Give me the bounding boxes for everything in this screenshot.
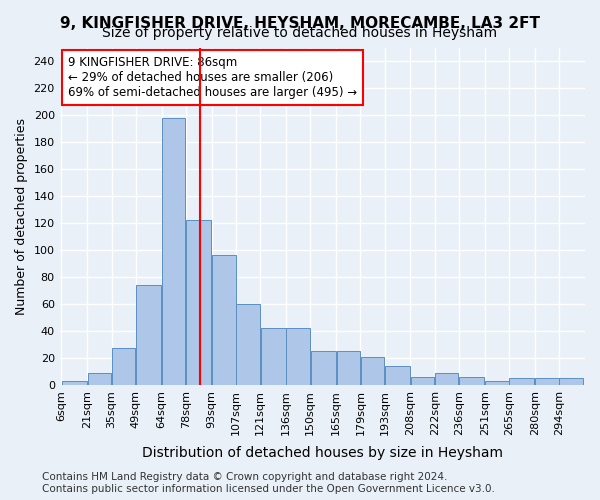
Bar [535, 378, 559, 385]
Bar [509, 378, 535, 385]
Text: Size of property relative to detached houses in Heysham: Size of property relative to detached ho… [103, 26, 497, 40]
Bar [260, 328, 286, 385]
Bar [236, 304, 260, 385]
X-axis label: Distribution of detached houses by size in Heysham: Distribution of detached houses by size … [142, 446, 503, 460]
Bar [162, 118, 185, 385]
Bar [311, 351, 336, 385]
Bar [435, 373, 458, 385]
Bar [212, 256, 236, 385]
Bar [112, 348, 136, 385]
Bar [286, 328, 310, 385]
Bar [62, 381, 87, 385]
Y-axis label: Number of detached properties: Number of detached properties [15, 118, 28, 314]
Text: 9 KINGFISHER DRIVE: 86sqm
← 29% of detached houses are smaller (206)
69% of semi: 9 KINGFISHER DRIVE: 86sqm ← 29% of detac… [68, 56, 356, 99]
Bar [186, 220, 211, 385]
Text: 9, KINGFISHER DRIVE, HEYSHAM, MORECAMBE, LA3 2FT: 9, KINGFISHER DRIVE, HEYSHAM, MORECAMBE,… [60, 16, 540, 31]
Bar [361, 356, 384, 385]
Bar [136, 285, 161, 385]
Bar [385, 366, 410, 385]
Bar [337, 351, 360, 385]
Text: Contains HM Land Registry data © Crown copyright and database right 2024.
Contai: Contains HM Land Registry data © Crown c… [42, 472, 495, 494]
Bar [459, 377, 484, 385]
Bar [559, 378, 583, 385]
Bar [88, 373, 111, 385]
Bar [411, 377, 434, 385]
Bar [485, 381, 509, 385]
